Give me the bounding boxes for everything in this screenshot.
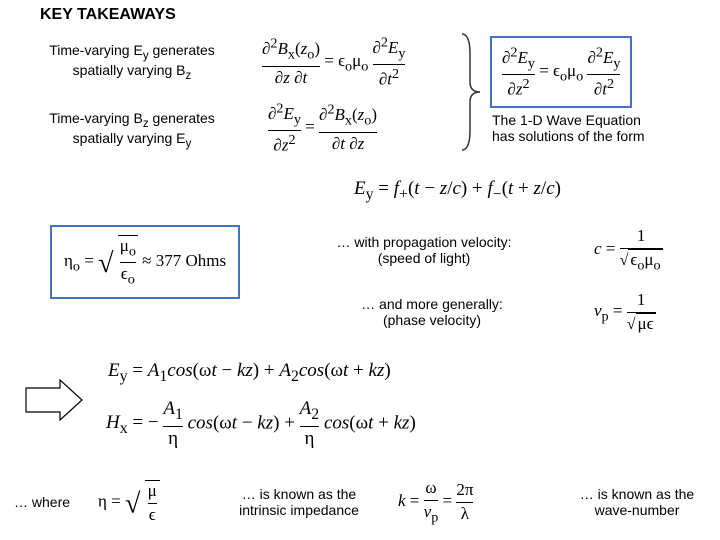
den: ϵoμo xyxy=(628,249,662,269)
c: c = xyxy=(594,239,620,258)
l1: … is known as the xyxy=(242,486,356,502)
arrow-icon xyxy=(22,380,86,420)
takeaway-1: Time-varying Ey generates spatially vary… xyxy=(12,42,252,82)
eta: η = xyxy=(98,491,125,510)
sqrt-icon: √ xyxy=(125,488,140,519)
l1: … and more generally: xyxy=(361,296,503,312)
phase-velocity-caption: … and more generally: (phase velocity) xyxy=(312,296,552,328)
equation-ey-solution: Ey = f+(t − z/c) + f−(t + z/c) xyxy=(354,178,561,204)
l1: … with propagation velocity: xyxy=(336,234,511,250)
num: ∂2Bx(zo) xyxy=(319,105,377,124)
num: A2 xyxy=(300,398,320,419)
equation-k: k = ω vp = 2π λ xyxy=(398,478,473,526)
cos2: cos(ωt + kz) xyxy=(324,412,416,433)
num: A1 xyxy=(163,398,183,419)
den: ∂z2 xyxy=(502,74,535,100)
num: ∂2Bx(zo) xyxy=(262,39,320,58)
wave-equation-caption: The 1-D Wave Equation has solutions of t… xyxy=(492,112,712,144)
text: Time-varying B xyxy=(49,110,143,126)
num: 2π xyxy=(456,480,473,499)
vp: vp = xyxy=(594,301,627,320)
impedance-box: ηo = √ μo ϵo ≈ 377 Ohms xyxy=(50,225,240,299)
wavenumber-caption: … is known as the wave-number xyxy=(562,486,712,518)
den: η xyxy=(300,426,320,450)
l2: wave-number xyxy=(595,502,680,518)
text: spatially varying E xyxy=(73,130,186,146)
eq: = xyxy=(443,491,457,510)
l1: … is known as the xyxy=(580,486,694,502)
den: η xyxy=(163,426,183,450)
num: μo xyxy=(120,236,136,255)
equation-hx-cos: Hx = − A1 η cos(ωt − kz) + A2 η cos(ωt +… xyxy=(106,398,416,450)
num: ω xyxy=(425,478,436,497)
equation-c: c = 1 √ϵoμo xyxy=(594,226,663,274)
sqrt-icon: √ xyxy=(98,248,113,279)
eta: ηo = xyxy=(64,251,98,270)
num: ∂2Ey xyxy=(268,104,301,123)
sqrt-icon: √ xyxy=(627,316,636,333)
den: ∂t2 xyxy=(587,74,620,100)
l2: (speed of light) xyxy=(378,250,471,266)
equation-bx-zt: ∂2Bx(zo) ∂z ∂t = ϵoμo ∂2Ey ∂t2 xyxy=(262,34,405,90)
eq: = xyxy=(539,61,553,80)
num: 1 xyxy=(637,226,646,245)
equation-ey-z2: ∂2Ey ∂z2 = ∂2Bx(zo) ∂t ∂z xyxy=(268,100,377,156)
den: μϵ xyxy=(636,313,656,333)
eq: = xyxy=(305,117,319,136)
sub: y xyxy=(186,137,192,150)
impedance-caption: … is known as the intrinsic impedance xyxy=(214,486,384,518)
emu: ϵoμo xyxy=(338,51,368,70)
den: ∂t2 xyxy=(373,64,406,90)
text: Time-varying E xyxy=(49,42,143,58)
num: ∂2Ey xyxy=(373,38,406,57)
eq: = xyxy=(324,51,338,70)
takeaway-2: Time-varying Bz generates spatially vary… xyxy=(12,110,252,150)
equation-vp: vp = 1 √μϵ xyxy=(594,290,656,334)
where-label: … where xyxy=(14,494,70,510)
equation-ey-cos: Ey = A1cos(ωt − kz) + A2cos(ωt + kz) xyxy=(108,360,391,386)
equation-eta: η = √ μ ϵ xyxy=(98,480,160,525)
brace-icon xyxy=(460,34,482,150)
l2: has solutions of the form xyxy=(492,128,645,144)
den: ∂z2 xyxy=(268,130,301,156)
text: spatially varying B xyxy=(73,62,186,78)
approx: ≈ 377 Ohms xyxy=(142,251,226,270)
sub: z xyxy=(186,69,192,82)
page-title: KEY TAKEAWAYS xyxy=(40,6,176,24)
num: ∂2Ey xyxy=(587,48,620,67)
l2: (phase velocity) xyxy=(383,312,481,328)
num: μ xyxy=(148,481,157,500)
den: vp xyxy=(424,500,439,526)
den: ϵo xyxy=(120,262,136,288)
hx: Hx = − xyxy=(106,412,159,433)
den: λ xyxy=(456,502,473,524)
cos1: cos(ωt − kz) + xyxy=(188,412,300,433)
num: ∂2Ey xyxy=(502,48,535,67)
emu: ϵoμo xyxy=(553,61,583,80)
l2: intrinsic impedance xyxy=(239,502,359,518)
text: generates xyxy=(149,110,215,126)
den: ∂z ∂t xyxy=(262,66,320,88)
prop-velocity-caption: … with propagation velocity: (speed of l… xyxy=(284,234,564,266)
wave-equation-box: ∂2Ey ∂z2 = ϵoμo ∂2Ey ∂t2 xyxy=(490,36,632,108)
k: k = xyxy=(398,491,424,510)
l1: The 1-D Wave Equation xyxy=(492,112,641,128)
den: ϵ xyxy=(148,503,157,525)
num: 1 xyxy=(637,290,646,309)
den: ∂t ∂z xyxy=(319,132,377,154)
text: generates xyxy=(149,42,215,58)
